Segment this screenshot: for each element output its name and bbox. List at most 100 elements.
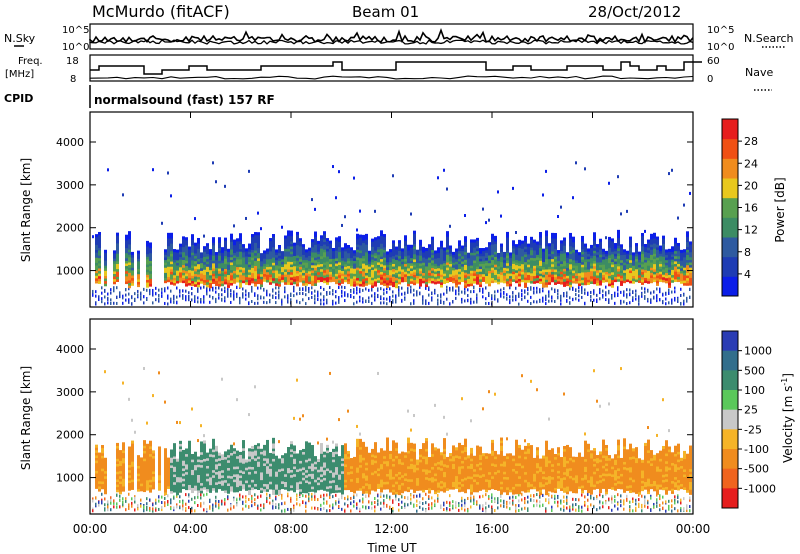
scatter-cell <box>158 477 161 481</box>
scatter-cell <box>683 282 686 286</box>
scatter-cell <box>239 246 242 250</box>
scatter-cell <box>107 297 109 301</box>
scatter-cell <box>344 256 347 260</box>
scatter-cell <box>302 280 305 284</box>
scatter-cell <box>689 277 692 281</box>
scatter-cell <box>425 299 427 303</box>
scatter-cell <box>230 478 233 482</box>
scatter-cell <box>287 258 290 262</box>
scatter-cell <box>203 443 206 447</box>
scatter-cell <box>128 506 130 510</box>
scatter-cell <box>95 483 98 487</box>
scatter-cell <box>128 256 131 260</box>
scatter-cell <box>299 248 302 252</box>
scatter-cell <box>446 187 448 191</box>
scatter-cell <box>200 467 203 471</box>
scatter-cell <box>548 258 551 262</box>
scatter-cell <box>182 244 185 248</box>
scatter-cell <box>344 248 347 252</box>
scatter-cell <box>152 168 154 172</box>
scatter-cell <box>458 271 461 275</box>
scatter-cell <box>101 286 103 290</box>
scatter-cell <box>563 252 566 257</box>
scatter-cell <box>98 273 101 277</box>
scatter-cell <box>290 248 293 252</box>
scatter-cell <box>449 302 451 306</box>
scatter-cell <box>428 277 431 281</box>
scatter-cell <box>269 281 272 285</box>
scatter-cell <box>629 277 632 281</box>
scatter-cell <box>566 270 569 274</box>
scatter-cell <box>647 265 650 269</box>
scatter-cell <box>461 266 464 270</box>
scatter-cell <box>608 249 611 253</box>
scatter-cell <box>182 254 185 258</box>
scatter-cell <box>344 293 346 297</box>
scatter-cell <box>203 479 206 483</box>
scatter-cell <box>239 233 242 237</box>
scatter-cell <box>575 278 578 282</box>
scatter-cell <box>278 247 281 251</box>
scatter-cell <box>239 269 242 273</box>
scatter-cell <box>266 269 269 273</box>
scatter-cell <box>554 245 557 249</box>
scatter-cell <box>113 289 115 293</box>
scatter-cell <box>113 270 116 275</box>
scatter-cell <box>224 263 227 267</box>
scatter-cell <box>218 480 221 485</box>
scatter-cell <box>110 498 112 502</box>
scatter-cell <box>611 240 614 245</box>
scatter-cell <box>227 269 230 273</box>
scatter-cell <box>377 267 380 271</box>
scatter-cell <box>146 271 149 275</box>
scatter-cell <box>545 243 548 247</box>
scatter-cell <box>194 247 197 251</box>
scatter-cell <box>410 247 413 251</box>
scatter-cell <box>518 247 521 251</box>
scatter-cell <box>419 275 422 279</box>
scatter-cell <box>311 264 314 268</box>
scatter-cell <box>290 261 293 265</box>
scatter-cell <box>656 264 659 268</box>
scatter-cell <box>551 268 554 272</box>
scatter-cell <box>374 252 377 256</box>
scatter-cell <box>185 278 188 282</box>
scatter-cell <box>242 251 245 255</box>
scatter-cell <box>131 254 134 258</box>
scatter-cell <box>98 500 100 504</box>
scatter-cell <box>332 263 335 267</box>
scatter-cell <box>179 476 182 480</box>
scatter-cell <box>581 274 584 278</box>
scatter-cell <box>236 253 239 257</box>
scatter-cell <box>152 291 154 295</box>
scatter-cell <box>485 272 488 277</box>
scatter-cell <box>611 266 614 270</box>
scatter-cell <box>200 451 203 455</box>
scatter-cell <box>278 273 281 277</box>
scatter-cell <box>566 298 568 302</box>
scatter-cell <box>503 287 505 291</box>
scatter-cell <box>485 262 488 266</box>
scatter-cell <box>119 465 122 469</box>
scatter-cell <box>452 254 455 258</box>
scatter-cell <box>245 276 248 280</box>
scatter-cell <box>497 270 500 275</box>
scatter-cell <box>449 248 452 252</box>
scatter-cell <box>488 280 491 284</box>
scatter-cell <box>524 261 527 265</box>
scatter-cell <box>608 270 611 274</box>
scatter-cell <box>629 267 632 271</box>
scatter-cell <box>338 298 340 302</box>
scatter-cell <box>494 251 497 255</box>
scatter-cell <box>581 261 584 265</box>
scatter-cell <box>344 276 347 280</box>
scatter-cell <box>137 253 140 257</box>
scatter-cell <box>191 464 194 468</box>
scatter-cell <box>605 266 608 270</box>
scatter-cell <box>263 253 266 257</box>
scatter-cell <box>602 279 605 283</box>
scatter-cell <box>641 279 644 283</box>
scatter-cell <box>314 244 317 248</box>
scatter-cell <box>224 464 227 468</box>
scatter-cell <box>272 236 275 240</box>
